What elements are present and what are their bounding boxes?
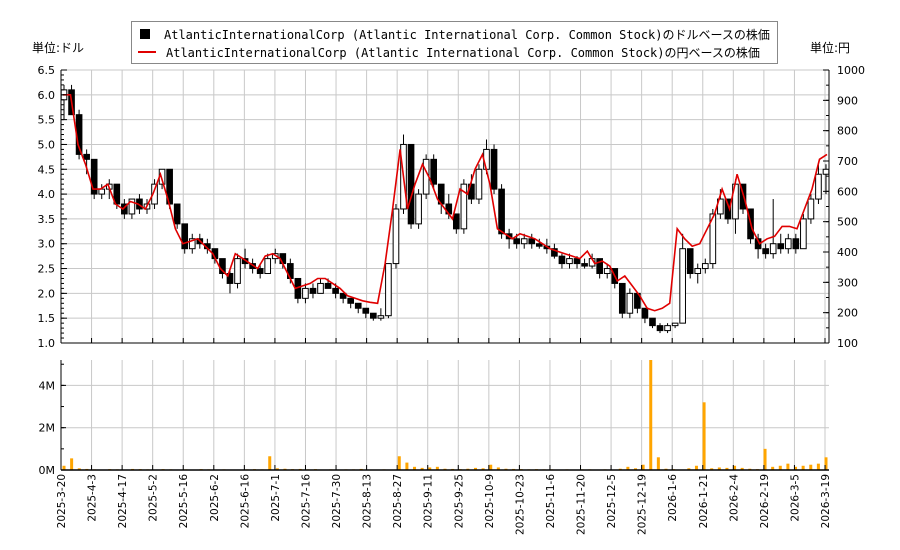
svg-text:2025-6-16: 2025-6-16 xyxy=(239,474,251,529)
svg-text:2025-11-6: 2025-11-6 xyxy=(545,474,557,529)
date-axis-labels: 2025-3-20 2025-4-3 2025-4-17 2025-5-2 2025-5… xyxy=(56,474,832,535)
volume-grid xyxy=(60,360,829,470)
svg-text:6.0: 6.0 xyxy=(38,89,56,102)
legend-item-jpy: AtlanticInternationalCorp (Atlantic Inte… xyxy=(138,43,760,61)
svg-text:2025-10-23: 2025-10-23 xyxy=(514,474,526,535)
svg-text:400: 400 xyxy=(837,246,858,259)
svg-text:2026-3-5: 2026-3-5 xyxy=(789,474,801,522)
svg-text:2025-12-19: 2025-12-19 xyxy=(637,474,649,535)
svg-text:2025-9-11: 2025-9-11 xyxy=(423,474,435,528)
svg-text:2025-5-16: 2025-5-16 xyxy=(178,474,190,529)
svg-text:2025-5-2: 2025-5-2 xyxy=(148,474,160,522)
svg-text:1000: 1000 xyxy=(837,64,865,77)
svg-text:5.5: 5.5 xyxy=(38,114,56,127)
svg-text:2026-2-19: 2026-2-19 xyxy=(759,474,771,528)
svg-text:0M: 0M xyxy=(39,464,56,477)
svg-text:500: 500 xyxy=(837,216,858,229)
svg-text:5.0: 5.0 xyxy=(38,138,56,151)
svg-text:2026-2-4: 2026-2-4 xyxy=(728,474,740,522)
usd-candles xyxy=(60,84,830,334)
price-axes: 1.0 1.5 2.0 2.5 3.0 3.5 4.0 4.5 5.0 5.5 6.0 6.5 100 2… xyxy=(38,64,866,350)
svg-text:2025-11-20: 2025-11-20 xyxy=(576,474,588,535)
svg-text:3.0: 3.0 xyxy=(38,238,56,251)
svg-text:1.0: 1.0 xyxy=(38,337,56,350)
left-axis-unit: 単位:ドル xyxy=(32,41,85,55)
svg-text:2025-6-2: 2025-6-2 xyxy=(209,474,221,522)
legend-item-usd: AtlanticInternationalCorp (Atlantic Inte… xyxy=(138,25,770,43)
svg-text:2026-1-21: 2026-1-21 xyxy=(698,474,710,528)
svg-text:2025-8-13: 2025-8-13 xyxy=(362,474,374,528)
svg-text:1.5: 1.5 xyxy=(38,312,56,325)
svg-text:600: 600 xyxy=(837,185,858,198)
black-square-icon xyxy=(140,29,150,39)
svg-text:2025-12-5: 2025-12-5 xyxy=(606,474,618,528)
svg-text:2025-3-20: 2025-3-20 xyxy=(56,474,68,528)
legend: AtlanticInternationalCorp (Atlantic Inte… xyxy=(131,21,778,64)
svg-text:4.0: 4.0 xyxy=(38,188,56,201)
svg-text:2025-7-30: 2025-7-30 xyxy=(331,474,343,528)
right-axis-unit: 単位:円 xyxy=(810,41,851,55)
svg-text:2025-9-25: 2025-9-25 xyxy=(453,474,465,528)
red-line-icon xyxy=(138,51,156,53)
svg-text:2025-7-1: 2025-7-1 xyxy=(270,474,282,522)
legend-label-usd: AtlanticInternationalCorp (Atlantic Inte… xyxy=(164,27,770,42)
svg-text:2M: 2M xyxy=(39,422,56,435)
svg-text:2025-7-16: 2025-7-16 xyxy=(300,474,312,529)
svg-text:800: 800 xyxy=(837,125,858,138)
svg-text:2025-10-9: 2025-10-9 xyxy=(484,474,496,528)
jpy-price-line xyxy=(63,94,828,312)
svg-text:4.5: 4.5 xyxy=(38,163,56,176)
svg-text:2.5: 2.5 xyxy=(38,263,56,276)
svg-text:700: 700 xyxy=(837,155,858,168)
svg-text:200: 200 xyxy=(837,307,858,320)
svg-text:6.5: 6.5 xyxy=(38,64,56,77)
svg-text:900: 900 xyxy=(837,94,858,107)
svg-text:2026-3-19: 2026-3-19 xyxy=(820,474,832,528)
volume-bars xyxy=(62,360,828,470)
svg-text:4M: 4M xyxy=(39,379,56,392)
svg-text:2025-4-3: 2025-4-3 xyxy=(87,474,99,522)
legend-label-jpy: AtlanticInternationalCorp (Atlantic Inte… xyxy=(166,45,760,60)
svg-text:300: 300 xyxy=(837,276,858,289)
svg-text:2025-8-27: 2025-8-27 xyxy=(392,474,404,528)
svg-text:3.5: 3.5 xyxy=(38,213,56,226)
svg-text:2026-1-6: 2026-1-6 xyxy=(667,474,679,522)
svg-text:2.0: 2.0 xyxy=(38,287,56,300)
svg-text:2025-4-17: 2025-4-17 xyxy=(117,474,129,528)
svg-text:100: 100 xyxy=(837,337,858,350)
volume-axes: 0M 2M 4M xyxy=(39,360,829,477)
